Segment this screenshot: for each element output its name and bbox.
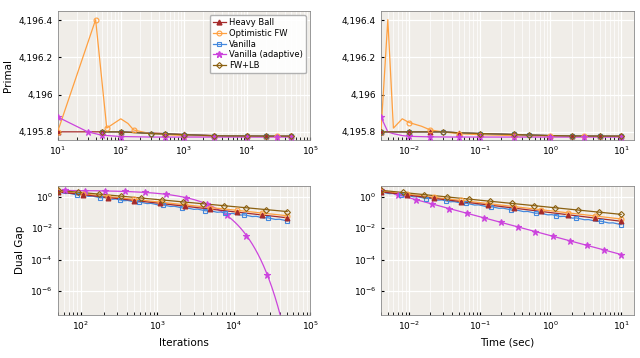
Legend: Heavy Ball, Optimistic FW, Vanilla, Vanilla (adaptive), FW+LB: Heavy Ball, Optimistic FW, Vanilla, Vani…: [210, 15, 306, 73]
X-axis label: Time (sec): Time (sec): [480, 338, 534, 348]
X-axis label: Iterations: Iterations: [159, 338, 209, 348]
Y-axis label: Dual Gap: Dual Gap: [15, 226, 24, 275]
Y-axis label: Primal: Primal: [3, 59, 13, 92]
